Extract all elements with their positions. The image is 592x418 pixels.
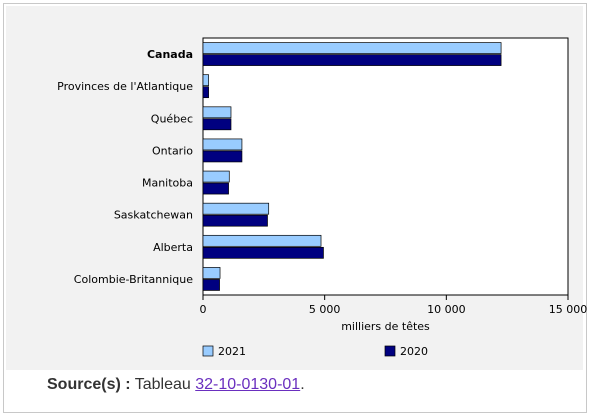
bar-2020-3 (202, 150, 243, 163)
bar-2021-3 (202, 138, 243, 151)
bar-2020-6 (202, 246, 324, 259)
bar-2020-7 (202, 279, 220, 291)
category-label: Colombie-Britannique (74, 273, 193, 286)
bar-2021-4 (202, 170, 230, 183)
bar-2020-5 (202, 214, 268, 227)
category-label: Saskatchewan (114, 209, 193, 222)
category-label: Québec (151, 112, 193, 125)
bar-2021-0 (202, 42, 502, 54)
category-label: Provinces de l'Atlantique (57, 80, 193, 93)
source-line: Source(s) : Tableau 32-10-0130-01. (47, 376, 305, 394)
source-table-link[interactable]: 32-10-0130-01 (195, 376, 301, 393)
legend-label-2021: 2021 (218, 345, 246, 358)
bar-2021-5 (202, 202, 270, 215)
source-text: Tableau (134, 376, 191, 393)
legend-label-2020: 2020 (400, 345, 428, 358)
x-axis-label: milliers de têtes (341, 320, 430, 333)
bar-2021-7 (202, 267, 221, 279)
x-tick-label: 0 (200, 303, 207, 316)
bar-2020-4 (202, 182, 229, 195)
x-tick-label: 10 000 (427, 303, 466, 316)
source-label: Source(s) : (47, 376, 131, 393)
legend-swatch-2020 (384, 345, 396, 357)
category-label: Manitoba (142, 177, 193, 190)
bar-2020-2 (202, 118, 232, 131)
bar-2021-6 (202, 234, 322, 247)
x-tick-label: 15 000 (549, 303, 588, 316)
bar-2020-0 (202, 54, 502, 66)
legend-swatch-2021 (202, 345, 214, 357)
source-end: . (300, 376, 305, 393)
category-label: Canada (147, 48, 193, 61)
bar-2020-1 (202, 86, 209, 99)
category-label: Ontario (152, 144, 193, 157)
x-tick-label: 5 000 (309, 303, 341, 316)
bar-2021-2 (202, 106, 232, 119)
category-label: Alberta (153, 241, 193, 254)
bar-2021-1 (202, 74, 209, 87)
